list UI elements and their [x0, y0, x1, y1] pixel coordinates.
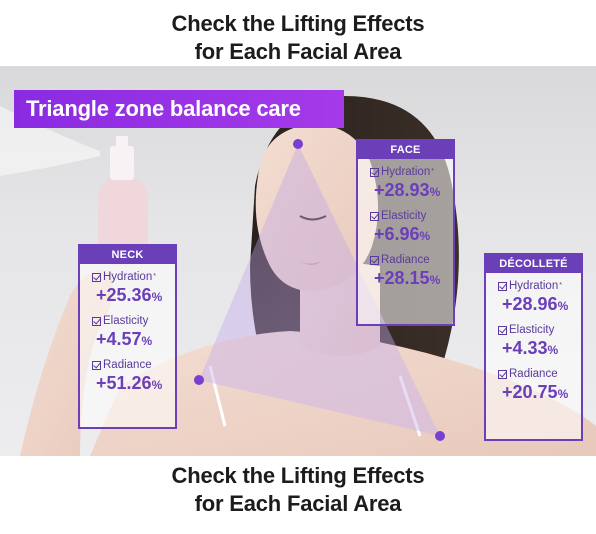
- metric-label: Radiance: [509, 368, 558, 380]
- metric-unit: %: [141, 334, 153, 348]
- decollete-card: DÉCOLLETÉ Hydration * +28.96% Elasticity …: [484, 253, 583, 441]
- metric-unit: %: [151, 290, 163, 304]
- metric-value: +28.15: [374, 268, 430, 288]
- card-title: DÉCOLLETÉ: [486, 255, 581, 273]
- checkbox-icon: [92, 272, 101, 282]
- metric-hydration: Hydration * +25.36%: [80, 270, 175, 308]
- metric-unit: %: [151, 378, 163, 392]
- title-line-2: for Each Facial Area: [194, 491, 402, 516]
- metric-value: +20.75: [502, 382, 558, 402]
- metric-value: +6.96: [374, 224, 420, 244]
- metric-label: Radiance: [103, 359, 152, 371]
- metric-label: Elasticity: [381, 210, 427, 222]
- metric-elasticity: Elasticity +6.96%: [358, 209, 453, 247]
- title-line-1: Check the Lifting Effects: [171, 11, 425, 36]
- metric-unit: %: [557, 387, 569, 401]
- metric-elasticity: Elasticity +4.57%: [80, 314, 175, 352]
- metric-radiance: Radiance +51.26%: [80, 358, 175, 396]
- metric-value: +4.33: [502, 338, 548, 358]
- footnote-mark: *: [559, 282, 562, 289]
- metric-value: +25.36: [96, 285, 152, 305]
- metric-hydration: Hydration * +28.96%: [486, 279, 581, 317]
- metric-elasticity: Elasticity +4.33%: [486, 323, 581, 361]
- zone-point-decollete: [435, 431, 445, 441]
- neck-card: NECK Hydration * +25.36% Elasticity +4.57…: [78, 244, 177, 429]
- metric-unit: %: [429, 273, 441, 287]
- metric-unit: %: [557, 299, 569, 313]
- metric-label: Hydration: [509, 280, 559, 292]
- checkbox-icon: [92, 360, 101, 370]
- page-title-top: Check the Lifting Effects for Each Facia…: [0, 10, 596, 66]
- metric-value: +51.26: [96, 373, 152, 393]
- title-line-1: Check the Lifting Effects: [171, 463, 425, 488]
- metric-unit: %: [547, 343, 559, 357]
- card-title: FACE: [358, 141, 453, 159]
- metric-label: Radiance: [381, 254, 430, 266]
- checkbox-icon: [498, 325, 507, 335]
- metric-label: Hydration: [103, 271, 153, 283]
- metric-hydration: Hydration * +28.93%: [358, 165, 453, 203]
- triangle-zone-banner: Triangle zone balance care: [14, 90, 344, 128]
- footnote-mark: *: [431, 168, 434, 175]
- metric-unit: %: [419, 229, 431, 243]
- metric-value: +4.57: [96, 329, 142, 349]
- zone-point-neck: [194, 375, 204, 385]
- photo-illustration: [0, 95, 596, 456]
- checkbox-icon: [92, 316, 101, 326]
- title-line-2: for Each Facial Area: [194, 39, 402, 64]
- checkbox-icon: [370, 167, 379, 177]
- page-title-bottom: Check the Lifting Effects for Each Facia…: [0, 462, 596, 518]
- checkbox-icon: [498, 281, 507, 291]
- metric-unit: %: [429, 185, 441, 199]
- metric-label: Hydration: [381, 166, 431, 178]
- face-card: FACE Hydration * +28.93% Elasticity +6.96…: [356, 139, 455, 326]
- metric-radiance: Radiance +20.75%: [486, 367, 581, 405]
- footnote-mark: *: [153, 273, 156, 280]
- checkbox-icon: [498, 369, 507, 379]
- metric-value: +28.96: [502, 294, 558, 314]
- metric-label: Elasticity: [509, 324, 555, 336]
- zone-point-face: [293, 139, 303, 149]
- triangle-zone: [199, 144, 440, 436]
- metric-value: +28.93: [374, 180, 430, 200]
- checkbox-icon: [370, 255, 379, 265]
- checkbox-icon: [370, 211, 379, 221]
- metric-label: Elasticity: [103, 315, 149, 327]
- card-title: NECK: [80, 246, 175, 264]
- metric-radiance: Radiance +28.15%: [358, 253, 453, 291]
